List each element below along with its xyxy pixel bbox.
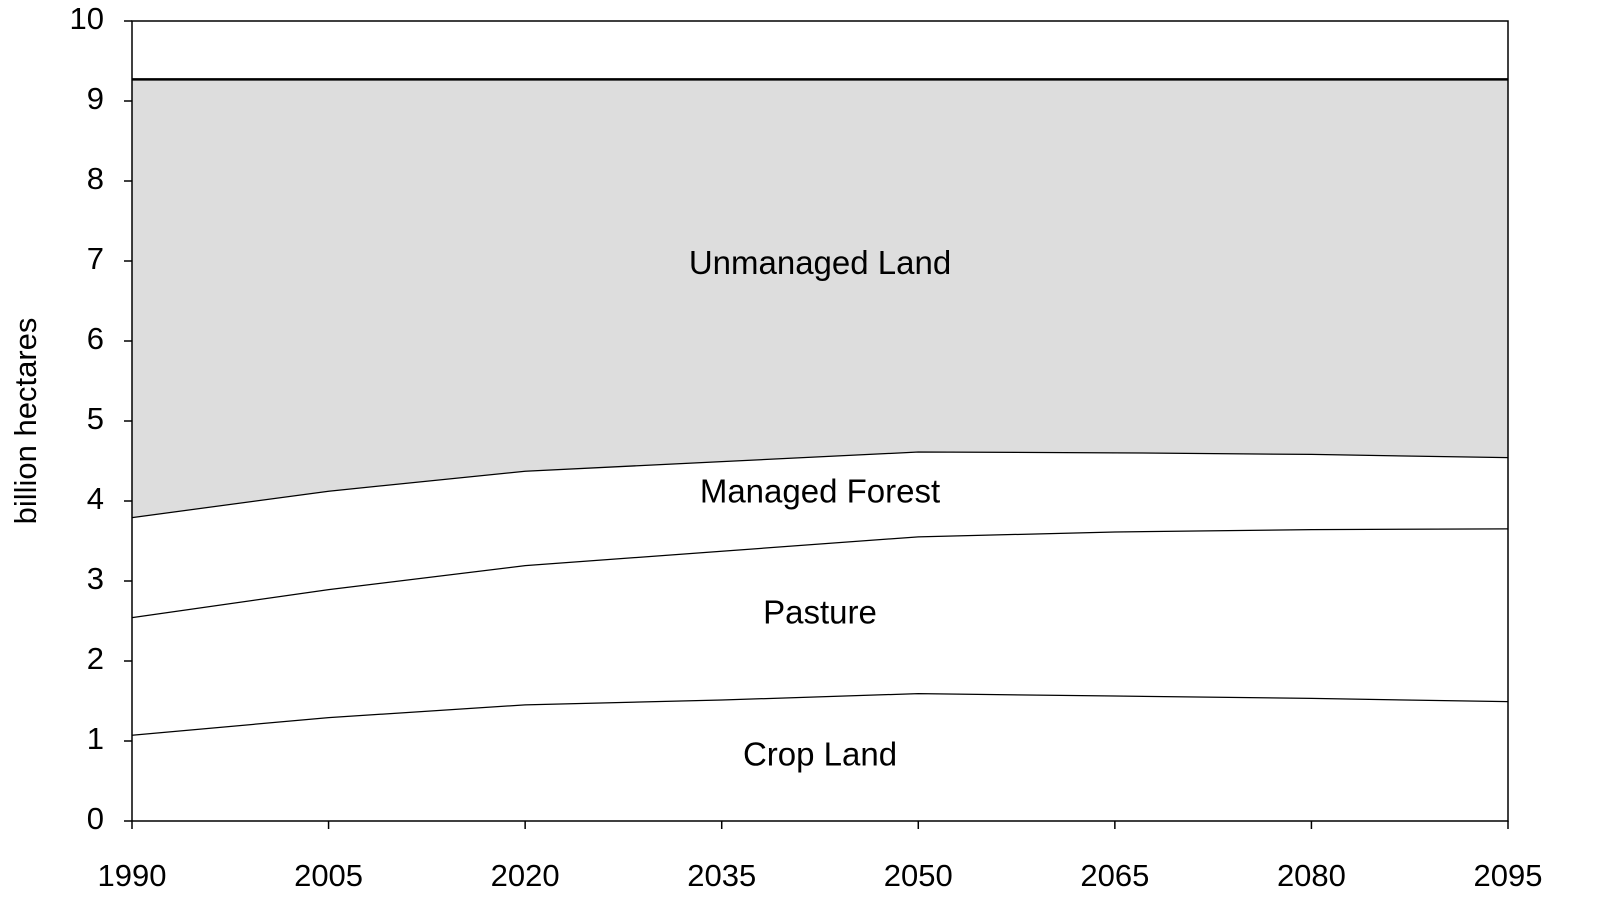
y-tick-label: 5 xyxy=(87,401,104,436)
y-tick-label: 0 xyxy=(87,801,104,836)
area-label: Crop Land xyxy=(743,736,897,773)
x-tick-label: 2065 xyxy=(1080,858,1149,893)
area-label: Unmanaged Land xyxy=(689,244,951,281)
area-label: Pasture xyxy=(763,593,877,630)
y-tick-label: 7 xyxy=(87,241,104,276)
x-tick-label: 2035 xyxy=(687,858,756,893)
y-tick-label: 4 xyxy=(87,481,104,516)
x-tick-label: 2050 xyxy=(884,858,953,893)
area-label: Managed Forest xyxy=(700,473,940,510)
x-tick-label: 2005 xyxy=(294,858,363,893)
y-tick-label: 1 xyxy=(87,721,104,756)
y-tick-label: 8 xyxy=(87,161,104,196)
y-axis-label: billion hectares xyxy=(8,318,43,525)
area xyxy=(132,528,1508,735)
y-tick-label: 10 xyxy=(70,1,104,36)
x-tick-label: 2020 xyxy=(491,858,560,893)
y-tick-label: 6 xyxy=(87,321,104,356)
y-tick-label: 3 xyxy=(87,561,104,596)
y-tick-label: 9 xyxy=(87,81,104,116)
x-tick-label: 2080 xyxy=(1277,858,1346,893)
x-tick-label: 1990 xyxy=(98,858,167,893)
area xyxy=(132,451,1508,617)
x-tick-label: 2095 xyxy=(1474,858,1543,893)
y-tick-label: 2 xyxy=(87,641,104,676)
area xyxy=(132,79,1508,518)
area xyxy=(132,693,1508,821)
